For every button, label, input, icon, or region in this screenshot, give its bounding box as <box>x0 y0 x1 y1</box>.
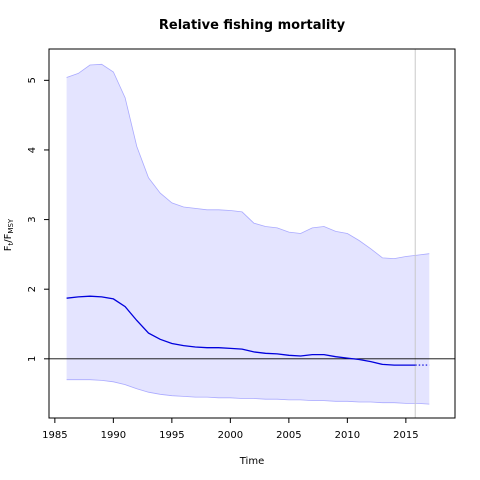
x-tick-label-2005: 2005 <box>276 430 301 441</box>
y-tick-label-3: 3 <box>27 216 38 222</box>
plot-frame <box>48 48 456 419</box>
plot-area <box>49 49 455 418</box>
x-tick-label-1985: 1985 <box>42 430 67 441</box>
x-tick-label-2010: 2010 <box>335 430 360 441</box>
x-tick-label-1990: 1990 <box>101 430 126 441</box>
y-tick-label-5: 5 <box>27 77 38 83</box>
x-axis: 1985 1990 1995 2000 2005 2010 2015 <box>42 418 419 441</box>
y-tick-label-4: 4 <box>27 147 38 153</box>
x-tick-label-2000: 2000 <box>218 430 243 441</box>
y-label-sep: /F <box>3 233 14 242</box>
y-label-sub-t: t <box>7 242 15 245</box>
x-tick-label-2015: 2015 <box>393 430 418 441</box>
confidence-band-upper <box>66 63 430 260</box>
confidence-band <box>66 64 430 405</box>
chart-title: Relative fishing mortality <box>159 18 346 33</box>
y-label-sub-msy: MSY <box>7 218 15 233</box>
series-line-0 <box>66 295 416 366</box>
y-axis-label: Ft/FMSY <box>3 218 15 251</box>
y-label-main: F <box>3 245 14 251</box>
y-tick-label-2: 2 <box>27 286 38 292</box>
y-axis: 1 2 3 4 5 <box>27 77 49 362</box>
y-tick-label-1: 1 <box>27 356 38 362</box>
x-axis-label: Time <box>239 456 264 467</box>
confidence-band-lower <box>66 379 430 405</box>
x-tick-label-1995: 1995 <box>159 430 184 441</box>
